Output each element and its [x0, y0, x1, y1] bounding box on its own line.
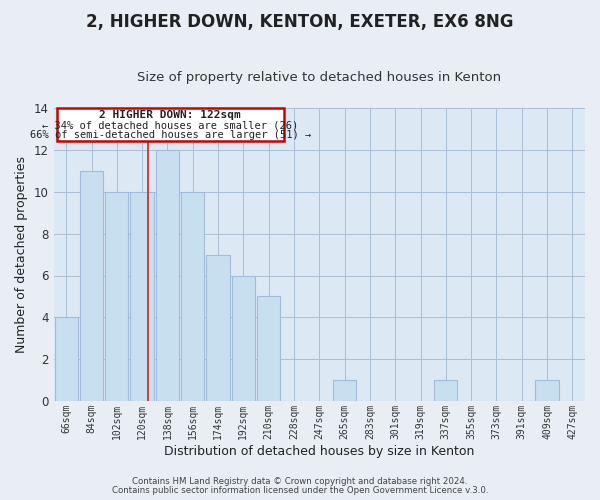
Bar	[80, 171, 103, 401]
Bar	[206, 254, 230, 401]
Bar	[257, 296, 280, 401]
Text: Contains HM Land Registry data © Crown copyright and database right 2024.: Contains HM Land Registry data © Crown c…	[132, 477, 468, 486]
Bar	[55, 318, 78, 401]
Text: 66% of semi-detached houses are larger (51) →: 66% of semi-detached houses are larger (…	[29, 130, 311, 140]
Bar	[535, 380, 559, 401]
Bar	[156, 150, 179, 401]
Bar	[232, 276, 255, 401]
Text: 2, HIGHER DOWN, KENTON, EXETER, EX6 8NG: 2, HIGHER DOWN, KENTON, EXETER, EX6 8NG	[86, 12, 514, 30]
Text: ← 34% of detached houses are smaller (26): ← 34% of detached houses are smaller (26…	[42, 120, 298, 130]
Title: Size of property relative to detached houses in Kenton: Size of property relative to detached ho…	[137, 70, 502, 84]
Text: Contains public sector information licensed under the Open Government Licence v.: Contains public sector information licen…	[112, 486, 488, 495]
FancyBboxPatch shape	[56, 108, 284, 140]
Bar	[130, 192, 154, 401]
Bar	[333, 380, 356, 401]
Text: 2 HIGHER DOWN: 122sqm: 2 HIGHER DOWN: 122sqm	[100, 110, 241, 120]
Bar	[105, 192, 128, 401]
X-axis label: Distribution of detached houses by size in Kenton: Distribution of detached houses by size …	[164, 444, 475, 458]
Y-axis label: Number of detached properties: Number of detached properties	[15, 156, 28, 353]
Bar	[434, 380, 457, 401]
Bar	[181, 192, 205, 401]
